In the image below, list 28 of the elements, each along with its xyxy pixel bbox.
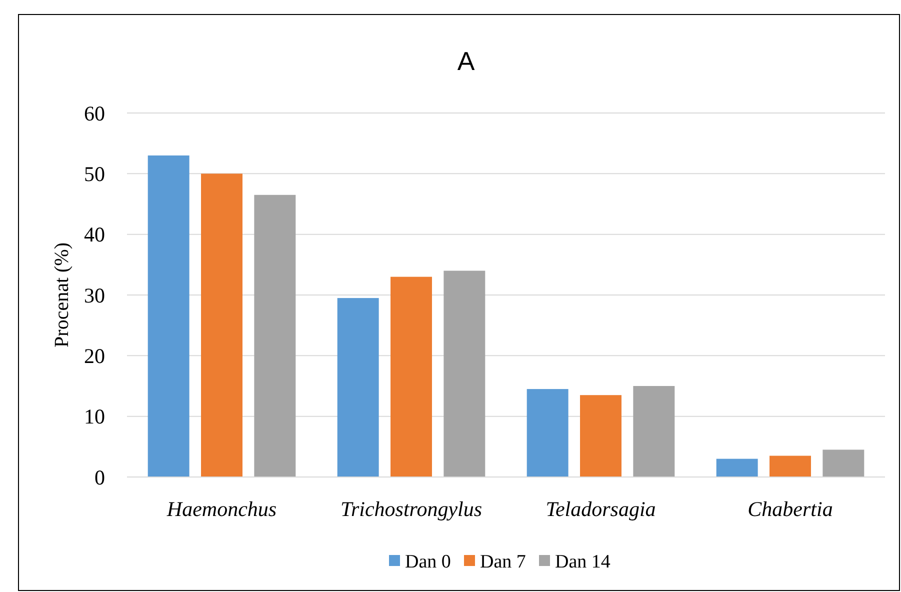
bar: [580, 395, 622, 477]
bar: [633, 386, 675, 477]
bar: [716, 458, 758, 477]
y-tick-label: 30: [84, 283, 105, 308]
bar: [390, 276, 432, 477]
bar: [444, 270, 486, 477]
chart-title: A: [457, 46, 476, 76]
y-tick-label: 0: [94, 465, 105, 490]
x-tick-label: Trichostrongylus: [340, 497, 482, 521]
bar: [148, 155, 190, 477]
y-tick-label: 60: [84, 101, 105, 126]
legend-label: Dan 7: [480, 552, 526, 573]
y-tick-label: 50: [84, 162, 105, 186]
y-tick-label: 40: [84, 222, 105, 247]
bar: [770, 456, 811, 477]
y-tick-label: 10: [84, 404, 105, 429]
x-tick-label: Chabertia: [748, 497, 833, 521]
x-tick-label: Haemonchus: [166, 497, 277, 521]
y-tick-label: 20: [84, 344, 105, 368]
y-axis-title: Procenat (%): [51, 242, 73, 348]
bar: [254, 194, 296, 477]
bar: [526, 389, 568, 477]
legend-label: Dan 14: [555, 552, 611, 573]
x-tick-label: Teladorsagia: [546, 497, 656, 521]
bar: [822, 450, 864, 477]
bar: [337, 298, 379, 477]
bar: [201, 174, 242, 477]
legend-label: Dan 0: [405, 552, 451, 573]
